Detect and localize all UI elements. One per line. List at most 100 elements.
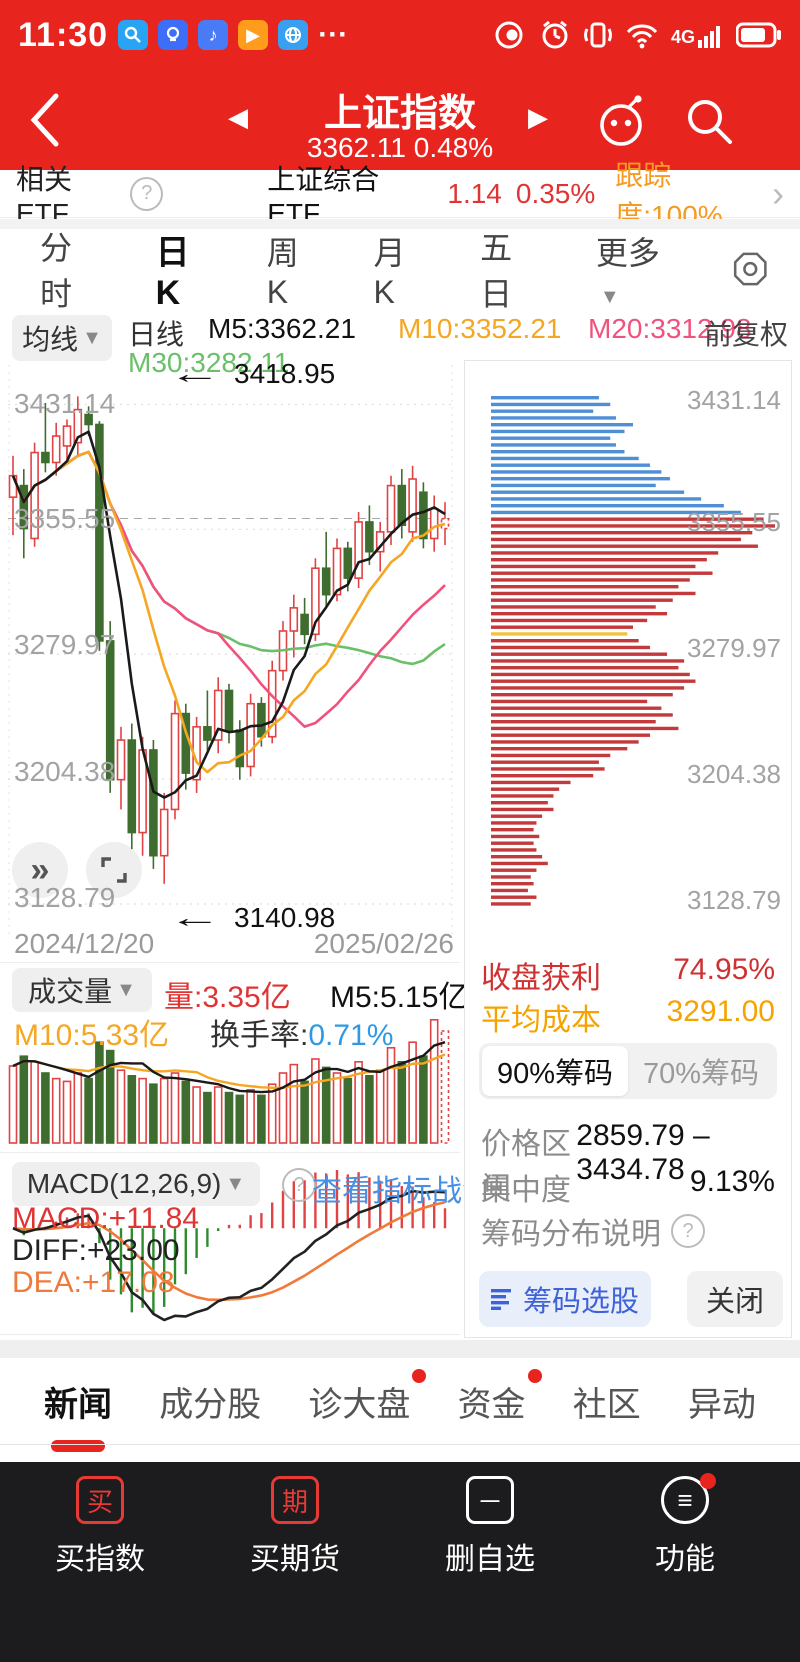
tab-more[interactable]: 更多▼	[595, 234, 660, 308]
avg-cost-row: 平均成本 3291.00	[481, 995, 775, 1039]
chip-price-label: 3431.14	[687, 385, 781, 415]
chart-settings-icon[interactable]	[731, 246, 770, 292]
bulb-app-icon	[158, 20, 189, 50]
divider	[0, 1444, 800, 1445]
signal-icon: 4G	[671, 22, 724, 48]
volume-ma5: M5:5.15亿	[330, 981, 469, 1014]
chip-distribution-panel: 3431.14 3355.55 3279.97 3204.38 3128.79 …	[464, 360, 792, 1338]
chip-stock-picker-button[interactable]: 筹码选股	[479, 1271, 651, 1327]
low-annotation: ← 3140.98	[168, 902, 336, 933]
tab-constituents[interactable]: 成分股	[159, 1385, 262, 1424]
page-title: 上证指数	[323, 93, 476, 135]
chevron-down-icon: ▼	[225, 1172, 246, 1195]
bars-icon	[490, 1289, 511, 1310]
avg-cost-label: 平均成本	[481, 1004, 601, 1037]
tab-movements[interactable]: 异动	[687, 1385, 756, 1424]
search-icon[interactable]	[682, 94, 736, 148]
tab-funds[interactable]: 资金	[458, 1368, 542, 1426]
chip-price-label: 3279.97	[687, 633, 781, 663]
fullscreen-button[interactable]	[86, 842, 142, 898]
battery-icon	[736, 22, 781, 48]
search-app-icon	[118, 20, 149, 50]
ma10-value: M10:3352.21	[398, 313, 562, 344]
next-stock-icon[interactable]: ▶	[528, 102, 548, 132]
divider	[0, 962, 460, 963]
indicator-strategy-link[interactable]: 查看指标战法	[312, 1175, 492, 1208]
concentration-value: 9.13%	[689, 1165, 775, 1198]
ma-legend-bar: 均线 ▼ 日线 M5:3362.21 M10:3352.21 M20:3312.9…	[0, 309, 800, 378]
notification-dot	[700, 1473, 716, 1489]
bottom-action-bar: 买 买指数 期 买期货 － 删自选 ≡ 功能	[0, 1462, 800, 1662]
menu-circle-icon: ≡	[661, 1473, 716, 1524]
chip-price-label: 3128.79	[687, 885, 781, 915]
status-bar: 11:30 ♪ ▶ ··· 4G	[0, 0, 800, 70]
left-arrow-icon: ←	[168, 902, 222, 933]
tab-market-diagnosis[interactable]: 诊大盘	[308, 1368, 427, 1426]
functions-button[interactable]: ≡ 功能	[585, 1473, 785, 1578]
assistant-robot-icon[interactable]	[592, 92, 650, 150]
tab-five-day[interactable]: 五日	[480, 230, 513, 312]
macd-help-icon[interactable]: ?	[282, 1168, 316, 1202]
futures-icon: 期	[271, 1476, 319, 1524]
chip-help-label: 筹码分布说明	[481, 1218, 661, 1251]
etf-help-icon[interactable]: ?	[130, 176, 164, 211]
price-gridline-label: 3355.55	[14, 503, 116, 534]
volume-chart[interactable]	[0, 965, 460, 1150]
dea-value: DEA:+17.08	[12, 1266, 175, 1299]
turnover-label: 换手率:0.71%	[210, 1019, 394, 1052]
music-app-icon: ♪	[198, 20, 229, 50]
chevron-down-icon: ▼	[82, 326, 102, 349]
notification-dot	[412, 1368, 427, 1383]
buy-index-button[interactable]: 买 买指数	[0, 1476, 200, 1578]
divider	[0, 1340, 800, 1358]
ma-period-label: 日线	[128, 319, 185, 350]
turnover-value: 0.71%	[308, 1019, 394, 1052]
chip-help-icon[interactable]: ?	[671, 1214, 705, 1248]
etf-price: 1.14	[447, 177, 502, 209]
date-end: 2025/02/26	[313, 928, 454, 959]
candlestick-chart[interactable]	[0, 358, 460, 938]
tab-weekly-k[interactable]: 周K	[266, 234, 299, 310]
ma-dropdown-button[interactable]: 均线 ▼	[12, 315, 112, 361]
chip-help-row[interactable]: 筹码分布说明 ?	[481, 1209, 775, 1253]
chevron-down-icon: ▼	[116, 978, 136, 1001]
prev-stock-icon[interactable]: ◀	[228, 102, 248, 132]
buy-icon: 买	[76, 1476, 124, 1524]
remove-watchlist-button[interactable]: － 删自选	[390, 1476, 590, 1578]
volume-ma10: M10:5.33亿	[14, 1019, 170, 1052]
more-notifications-icon: ···	[318, 18, 349, 51]
tab-70-percent-chips[interactable]: 70%筹码	[642, 1058, 760, 1090]
play-app-icon: ▶	[238, 20, 269, 50]
tab-monthly-k[interactable]: 月K	[373, 234, 406, 310]
tab-90-percent-chips[interactable]: 90%筹码	[482, 1046, 628, 1096]
adjust-mode-label[interactable]: 前复权	[703, 319, 788, 350]
divider	[0, 219, 800, 229]
eye-icon	[495, 21, 523, 49]
tab-minute[interactable]: 分时	[40, 230, 73, 312]
period-tab-bar: 分时 日K 周K 月K 五日 更多▼	[0, 229, 800, 312]
chevron-down-icon: ▼	[599, 285, 620, 308]
buy-futures-button[interactable]: 期 买期货	[195, 1476, 395, 1578]
tab-news[interactable]: 新闻	[44, 1377, 112, 1426]
volume-dropdown-button[interactable]: 成交量 ▼	[12, 968, 152, 1012]
macd-dropdown-button[interactable]: MACD(12,26,9) ▼	[12, 1162, 260, 1206]
macd-value: MACD:+11.84	[12, 1202, 200, 1235]
minus-square-icon: －	[466, 1476, 514, 1524]
price-gridline-label: 3204.38	[14, 756, 116, 787]
status-icons: 4G	[491, 19, 782, 51]
left-arrow-icon: ←	[168, 358, 222, 389]
tab-daily-k[interactable]: 日K	[156, 225, 205, 313]
notification-dot	[527, 1368, 542, 1383]
news-tab-bar: 新闻 成分股 诊大盘 资金 社区 异动	[0, 1358, 800, 1444]
chip-range-tabs: 90%筹码 70%筹码	[479, 1043, 777, 1099]
back-icon[interactable]	[28, 92, 62, 148]
close-panel-button[interactable]: 关闭	[687, 1271, 783, 1327]
fast-backward-button[interactable]: »	[12, 842, 68, 898]
chevron-right-icon[interactable]: ›	[772, 172, 785, 214]
closing-profit-value: 74.95%	[673, 953, 775, 986]
volume-value: 量:3.35亿	[164, 981, 291, 1014]
price-range-value: 2859.79 – 3434.78	[576, 1119, 710, 1186]
related-etf-bar[interactable]: 相关ETF ? 上证综合ETF 1.14 0.35% 跟踪度:100% ›	[0, 160, 800, 231]
tab-community[interactable]: 社区	[572, 1385, 641, 1424]
